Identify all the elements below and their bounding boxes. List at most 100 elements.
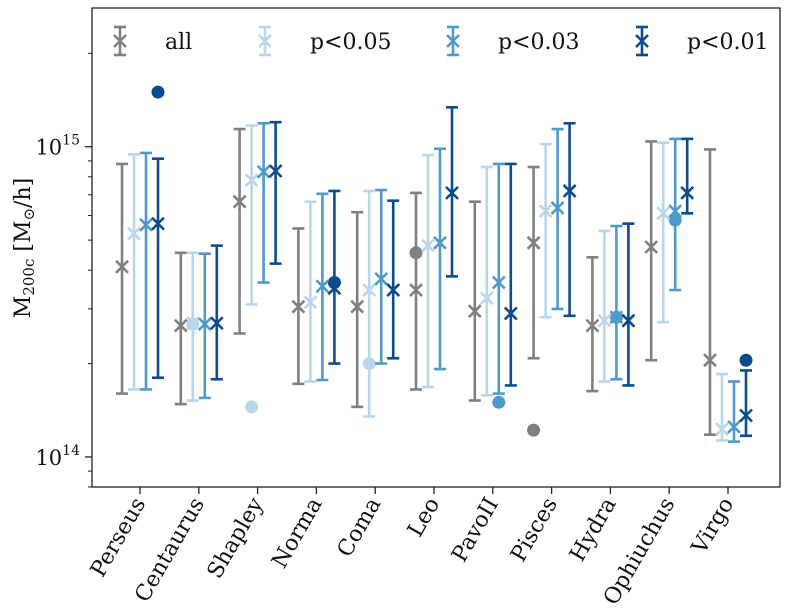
errorbar-p-0-01-coma-marker <box>386 283 401 298</box>
errorbar-all-ophiuchus-marker-stroke-b <box>644 240 659 254</box>
x-tick-label-perseus: Perseus <box>86 494 151 582</box>
errorbar-p-0-01-centaurus <box>209 244 224 381</box>
y-axis: 1014 1015 <box>35 52 92 488</box>
errorbar-all-norma-marker <box>291 299 306 314</box>
reference-point-perseus <box>151 85 165 99</box>
errorbar-all-leo-marker-stroke-b <box>409 283 423 298</box>
errorbar-p-0-05-hydra <box>597 229 612 383</box>
errorbar-all-shapley-marker-stroke-b <box>232 194 247 209</box>
errorbar-p-0-03-perseus-marker <box>139 217 153 232</box>
errorbar-all-coma-marker <box>350 299 365 314</box>
errorbar-p-0-05-coma-marker-stroke-b <box>362 283 377 298</box>
legend-item-p-0-03: p<0.03 <box>446 25 580 57</box>
errorbar-all-pavoii-marker <box>467 304 482 319</box>
errorbar-p-0-01-ophiuchus <box>680 137 695 215</box>
plot-frame <box>91 7 781 488</box>
errorbar-all-hydra-marker <box>585 318 600 333</box>
errorbar-all-norma-marker-stroke-b <box>291 299 306 314</box>
errorbar-p-0-05-pavoii-marker-stroke-b <box>479 291 494 306</box>
errorbar-all-shapley-marker <box>232 194 247 209</box>
errorbar-all-ophiuchus <box>644 140 659 362</box>
errorbar-p-0-01-ophiuchus-marker <box>680 185 695 200</box>
errorbar-all-centaurus-marker <box>173 318 188 333</box>
x-tick-label-shapley: Shapley <box>203 493 269 583</box>
errorbar-p-0-05-pisces <box>538 142 553 319</box>
errorbar-p-0-03-ophiuchus-marker <box>668 204 683 219</box>
errorbar-all-leo-marker <box>409 283 423 298</box>
errorbar-p-0-01-perseus-marker <box>151 216 165 231</box>
errorbar-p-0-05-shapley <box>244 124 259 306</box>
errorbar-p-0-01-pisces <box>562 121 577 318</box>
errorbar-p-0-03-centaurus-marker-stroke-b <box>197 317 212 332</box>
errorbar-p-0-01-virgo <box>739 369 753 438</box>
errorbar-p-0-05-hydra-marker <box>597 313 612 328</box>
errorbar-all-pisces-marker-stroke-b <box>526 235 541 250</box>
errorbar-all-pavoii-marker-stroke-b <box>467 304 482 319</box>
errorbar-p-0-03-hydra-marker-stroke-b <box>609 310 624 325</box>
legend-label-p-0-05: p<0.05 <box>310 30 392 55</box>
errorbar-p-0-01-pisces-marker <box>562 184 577 198</box>
errorbar-p-0-01-leo-marker-stroke-b <box>445 185 459 200</box>
errorbar-all-leo <box>409 191 423 391</box>
errorbar-p-0-05-pisces-marker-stroke-b <box>538 204 553 219</box>
legend-marker-p-0-05-stroke-b <box>258 34 272 48</box>
errorbar-all-pisces <box>526 165 541 360</box>
errorbar-p-0-03-ophiuchus <box>668 137 683 292</box>
errorbar-p-0-05-perseus <box>127 153 141 391</box>
errorbar-p-0-05-perseus-marker-stroke-b <box>127 226 141 241</box>
errorbar-p-0-01-shapley <box>268 120 283 265</box>
legend-marker-all <box>113 34 127 48</box>
x-tick-label-coma: Coma <box>333 494 387 562</box>
y-tick-label-1: 1015 <box>35 133 80 160</box>
errorbar-p-0-03-hydra-marker <box>609 310 624 325</box>
chart-marks <box>115 85 753 443</box>
errorbar-p-0-03-coma-marker <box>374 271 389 286</box>
errorbar-p-0-05-norma <box>303 200 318 383</box>
legend: all p<0.05 p<0.03 p<0.01 <box>113 25 769 57</box>
errorbar-p-0-03-shapley-marker-stroke-b <box>256 164 271 179</box>
errorbar-p-0-03-pavoii <box>491 162 506 395</box>
errorbar-p-0-05-hydra-marker-stroke-b <box>597 313 612 328</box>
errorbar-p-0-01-shapley-marker-stroke-b <box>268 164 283 178</box>
errorbar-p-0-03-shapley <box>256 121 271 284</box>
errorbar-all-perseus-marker-stroke-b <box>115 259 129 274</box>
x-tick-label-hydra: Hydra <box>565 494 621 567</box>
y-axis-label: M200c [M⊙/h] <box>11 178 38 318</box>
errorbar-all-coma <box>350 210 365 409</box>
errorbar-p-0-03-perseus-marker-stroke-b <box>139 217 153 232</box>
errorbar-all-virgo-marker-stroke-b <box>703 353 717 368</box>
errorbar-p-0-05-ophiuchus-marker-stroke-b <box>656 206 671 221</box>
y-axis-label-unit-open: [M <box>11 221 36 252</box>
errorbar-p-0-05-pavoii-marker <box>479 291 494 306</box>
errorbar-p-0-03-ophiuchus-marker-stroke-b <box>668 204 683 219</box>
errorbar-p-0-03-coma <box>374 188 389 365</box>
errorbar-p-0-03-virgo-marker <box>727 419 741 434</box>
errorbar-all-ophiuchus-marker <box>644 240 659 254</box>
errorbar-p-0-03-shapley-marker <box>256 164 271 179</box>
x-tick-label-leo: Leo <box>403 494 445 542</box>
reference-point-shapley <box>245 400 259 414</box>
errorbar-p-0-03-leo-marker-stroke-b <box>433 235 447 250</box>
errorbar-p-0-01-pavoii-marker-stroke-b <box>503 306 518 321</box>
errorbar-p-0-05-virgo-marker-stroke-b <box>715 422 729 436</box>
errorbar-p-0-05-norma-marker <box>303 295 318 310</box>
errorbar-p-0-01-centaurus-marker-stroke-b <box>209 316 224 331</box>
errorbar-p-0-05-pisces-marker <box>538 204 553 219</box>
errorbar-p-0-03-virgo <box>727 380 741 443</box>
errorbar-p-0-03-pisces <box>550 127 565 311</box>
errorbar-p-0-03-pavoii-marker-stroke-b <box>491 275 506 290</box>
errorbar-p-0-01-shapley-marker <box>268 164 283 178</box>
legend-label-all: all <box>165 30 192 55</box>
errorbar-p-0-05-norma-marker-stroke-b <box>303 295 318 310</box>
legend-label-p-0-01: p<0.01 <box>687 30 769 55</box>
errorbar-p-0-01-coma-marker-stroke-b <box>386 283 401 298</box>
errorbar-p-0-03-norma <box>315 192 330 382</box>
reference-point-pisces <box>527 423 541 437</box>
errorbar-p-0-01-hydra-marker <box>621 313 636 328</box>
legend-label-p-0-03: p<0.03 <box>498 30 580 55</box>
reference-point-pavoii <box>492 395 506 409</box>
errorbar-p-0-01-ophiuchus-marker-stroke-b <box>680 185 695 200</box>
errorbar-all-hydra-marker-stroke-b <box>585 318 600 333</box>
errorbar-all-centaurus-marker-stroke-b <box>173 318 188 333</box>
